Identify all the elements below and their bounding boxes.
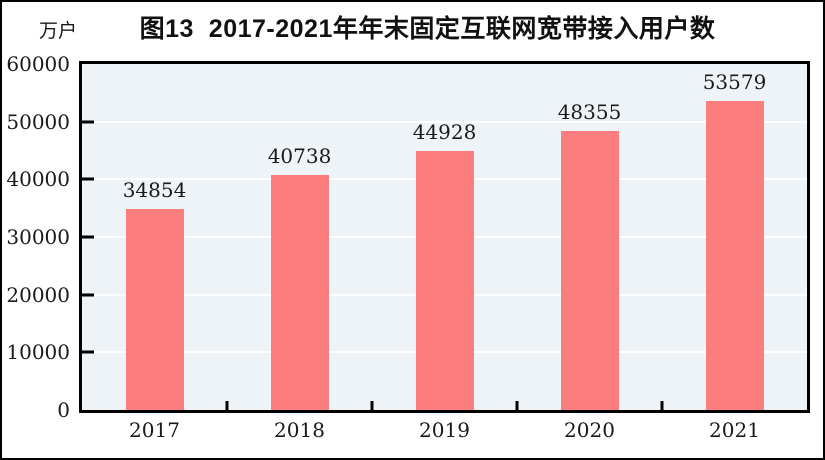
y-axis-tick	[82, 120, 94, 124]
y-axis-tick	[82, 177, 94, 181]
x-axis-tick	[660, 401, 664, 410]
gridline	[82, 120, 807, 123]
bar	[560, 131, 619, 410]
bar-value-label: 34854	[122, 178, 187, 203]
chart-title: 图13 2017-2021年年末固定互联网宽带接入用户数	[139, 15, 716, 43]
bar	[415, 150, 474, 410]
y-axis-tick-label: 50000	[6, 109, 70, 134]
bar	[270, 175, 329, 410]
y-axis-tick	[82, 350, 94, 354]
bar-value-label: 40738	[267, 144, 332, 169]
bar-value-label: 44928	[412, 119, 477, 144]
x-axis-tick	[370, 401, 374, 410]
y-axis-tick-label: 30000	[6, 225, 70, 249]
x-axis-tick-label: 2017	[129, 418, 180, 442]
y-axis-tick-label: 10000	[6, 340, 70, 365]
x-axis-tick-label: 2021	[709, 418, 760, 442]
x-axis-tick-label: 2018	[274, 418, 325, 442]
y-axis-tick	[82, 235, 94, 239]
plot-area: 34854 40738 44928 48355 53579	[79, 61, 810, 413]
x-axis-tick-label: 2020	[564, 418, 615, 442]
y-axis-tick-label: 0	[57, 398, 70, 422]
y-axis-tick-label: 20000	[6, 282, 70, 307]
plot-area-inner: 34854 40738 44928 48355 53579	[82, 64, 807, 410]
x-axis-tick	[515, 401, 519, 410]
bar	[125, 209, 184, 410]
y-axis-tick-labels: 0 10000 20000 30000 40000 50000 60000	[2, 52, 70, 422]
x-axis-tick	[225, 401, 229, 410]
y-axis-tick	[82, 293, 94, 297]
bar	[705, 101, 764, 410]
bar-value-label: 48355	[557, 100, 622, 125]
y-axis-tick-label: 40000	[6, 167, 70, 192]
x-axis-tick-label: 2019	[419, 418, 470, 442]
y-axis-tick-label: 60000	[6, 52, 70, 76]
x-axis-tick-labels: 2017 2018 2019 2020 2021	[82, 418, 807, 444]
y-axis-unit-label: 万户	[38, 20, 77, 42]
bar-value-label: 53579	[702, 70, 767, 95]
